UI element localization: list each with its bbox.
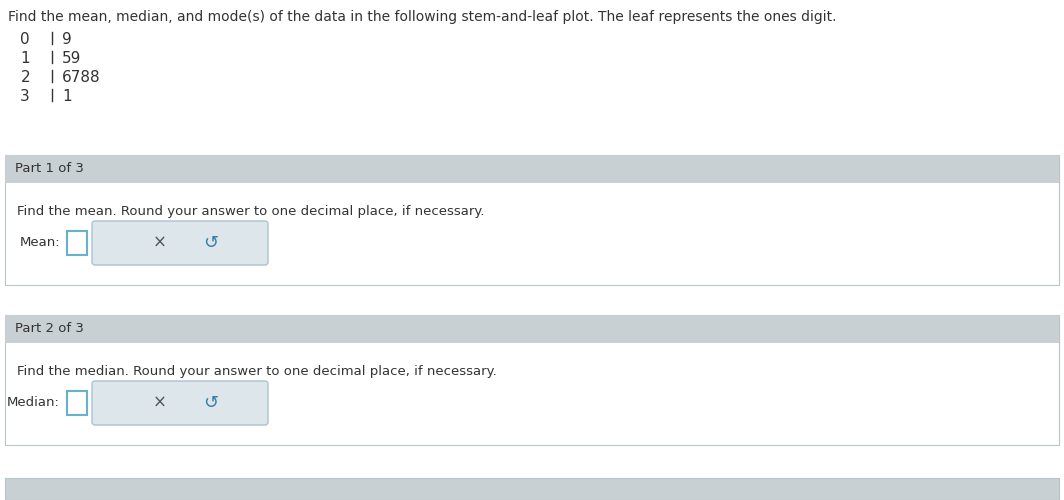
- Text: Find the mean. Round your answer to one decimal place, if necessary.: Find the mean. Round your answer to one …: [17, 205, 484, 218]
- Text: ↺: ↺: [203, 394, 218, 412]
- Text: ×: ×: [152, 394, 167, 412]
- Text: Part 2 of 3: Part 2 of 3: [15, 322, 84, 336]
- FancyBboxPatch shape: [5, 155, 1059, 183]
- Text: Find the median. Round your answer to one decimal place, if necessary.: Find the median. Round your answer to on…: [17, 365, 497, 378]
- FancyBboxPatch shape: [92, 381, 268, 425]
- Text: Find the mean, median, and mode(s) of the data in the following stem-and-leaf pl: Find the mean, median, and mode(s) of th…: [9, 10, 836, 24]
- Text: 0: 0: [20, 32, 30, 47]
- Text: 59: 59: [62, 51, 81, 66]
- Text: 6788: 6788: [62, 70, 101, 85]
- Text: ↺: ↺: [203, 234, 218, 252]
- Text: Part 1 of 3: Part 1 of 3: [15, 162, 84, 175]
- FancyBboxPatch shape: [5, 155, 1059, 285]
- Text: 1: 1: [20, 51, 30, 66]
- FancyBboxPatch shape: [5, 315, 1059, 343]
- Text: Median:: Median:: [7, 396, 60, 409]
- Text: 3: 3: [20, 89, 30, 104]
- Text: ×: ×: [152, 234, 167, 252]
- FancyBboxPatch shape: [5, 478, 1059, 500]
- Text: 1: 1: [62, 89, 71, 104]
- Text: Mean:: Mean:: [19, 236, 60, 250]
- FancyBboxPatch shape: [5, 315, 1059, 445]
- FancyBboxPatch shape: [92, 221, 268, 265]
- Text: 9: 9: [62, 32, 71, 47]
- FancyBboxPatch shape: [67, 231, 87, 255]
- Text: 2: 2: [20, 70, 30, 85]
- FancyBboxPatch shape: [67, 391, 87, 415]
